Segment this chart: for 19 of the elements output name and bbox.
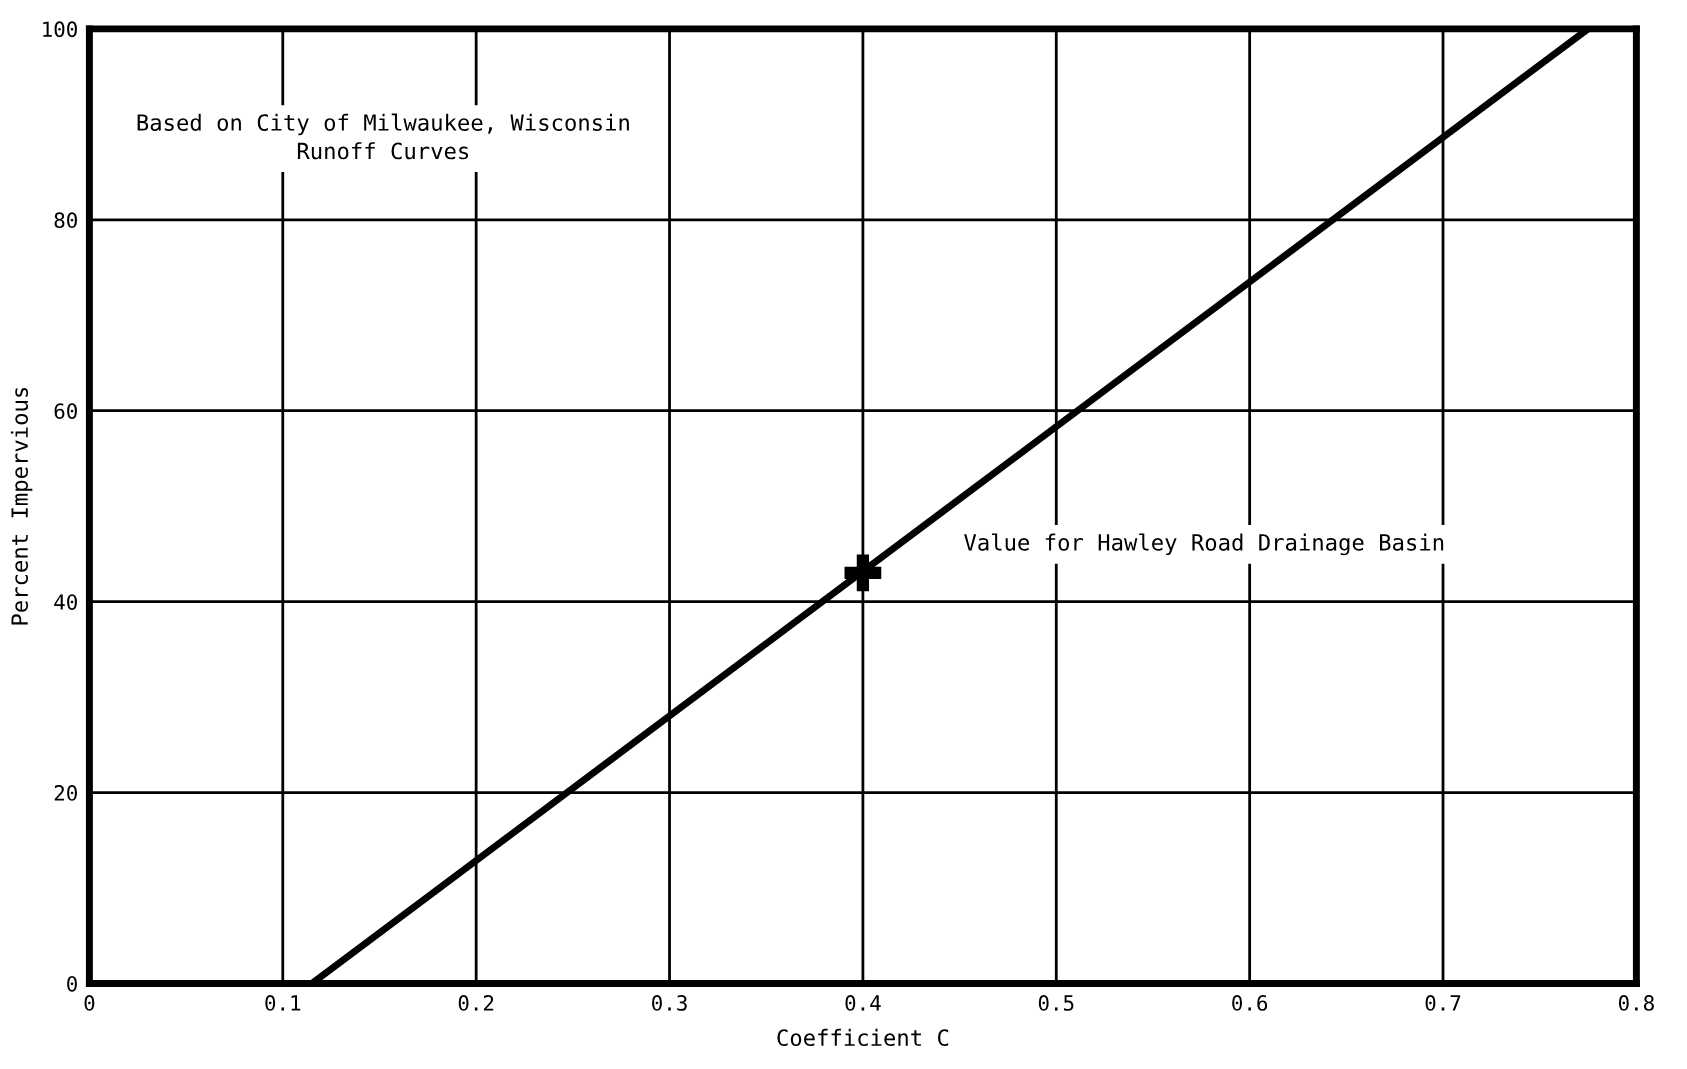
x-tick-label: 0.8 — [1618, 995, 1654, 1011]
annotation: Based on City of Milwaukee, Wisconsin Runoff Curves — [137, 113, 629, 160]
y-tick-label: 0 — [67, 975, 77, 992]
annotation: Value for Hawley Road Drainage Basin — [964, 533, 1444, 556]
y-axis-title: Percent Impervious — [10, 387, 33, 625]
y-tick-label: 60 — [54, 403, 77, 419]
y-tick-label: 40 — [54, 594, 77, 610]
x-tick-label: 0.6 — [1232, 995, 1268, 1011]
x-tick-label: 0.4 — [845, 995, 881, 1011]
y-tick-label: 80 — [54, 212, 77, 229]
y-tick-label: 100 — [43, 21, 77, 38]
x-tick-label: 0.7 — [1425, 995, 1461, 1011]
y-tick-label: 20 — [54, 785, 77, 801]
x-tick-label: 0.2 — [458, 995, 494, 1011]
x-tick-label: 0.5 — [1038, 995, 1074, 1011]
x-axis-title: Coefficient C — [777, 1028, 949, 1047]
x-tick-label: 0 — [84, 995, 95, 1011]
x-tick-label: 0.1 — [265, 995, 301, 1011]
x-tick-label: 0.3 — [652, 995, 687, 1011]
